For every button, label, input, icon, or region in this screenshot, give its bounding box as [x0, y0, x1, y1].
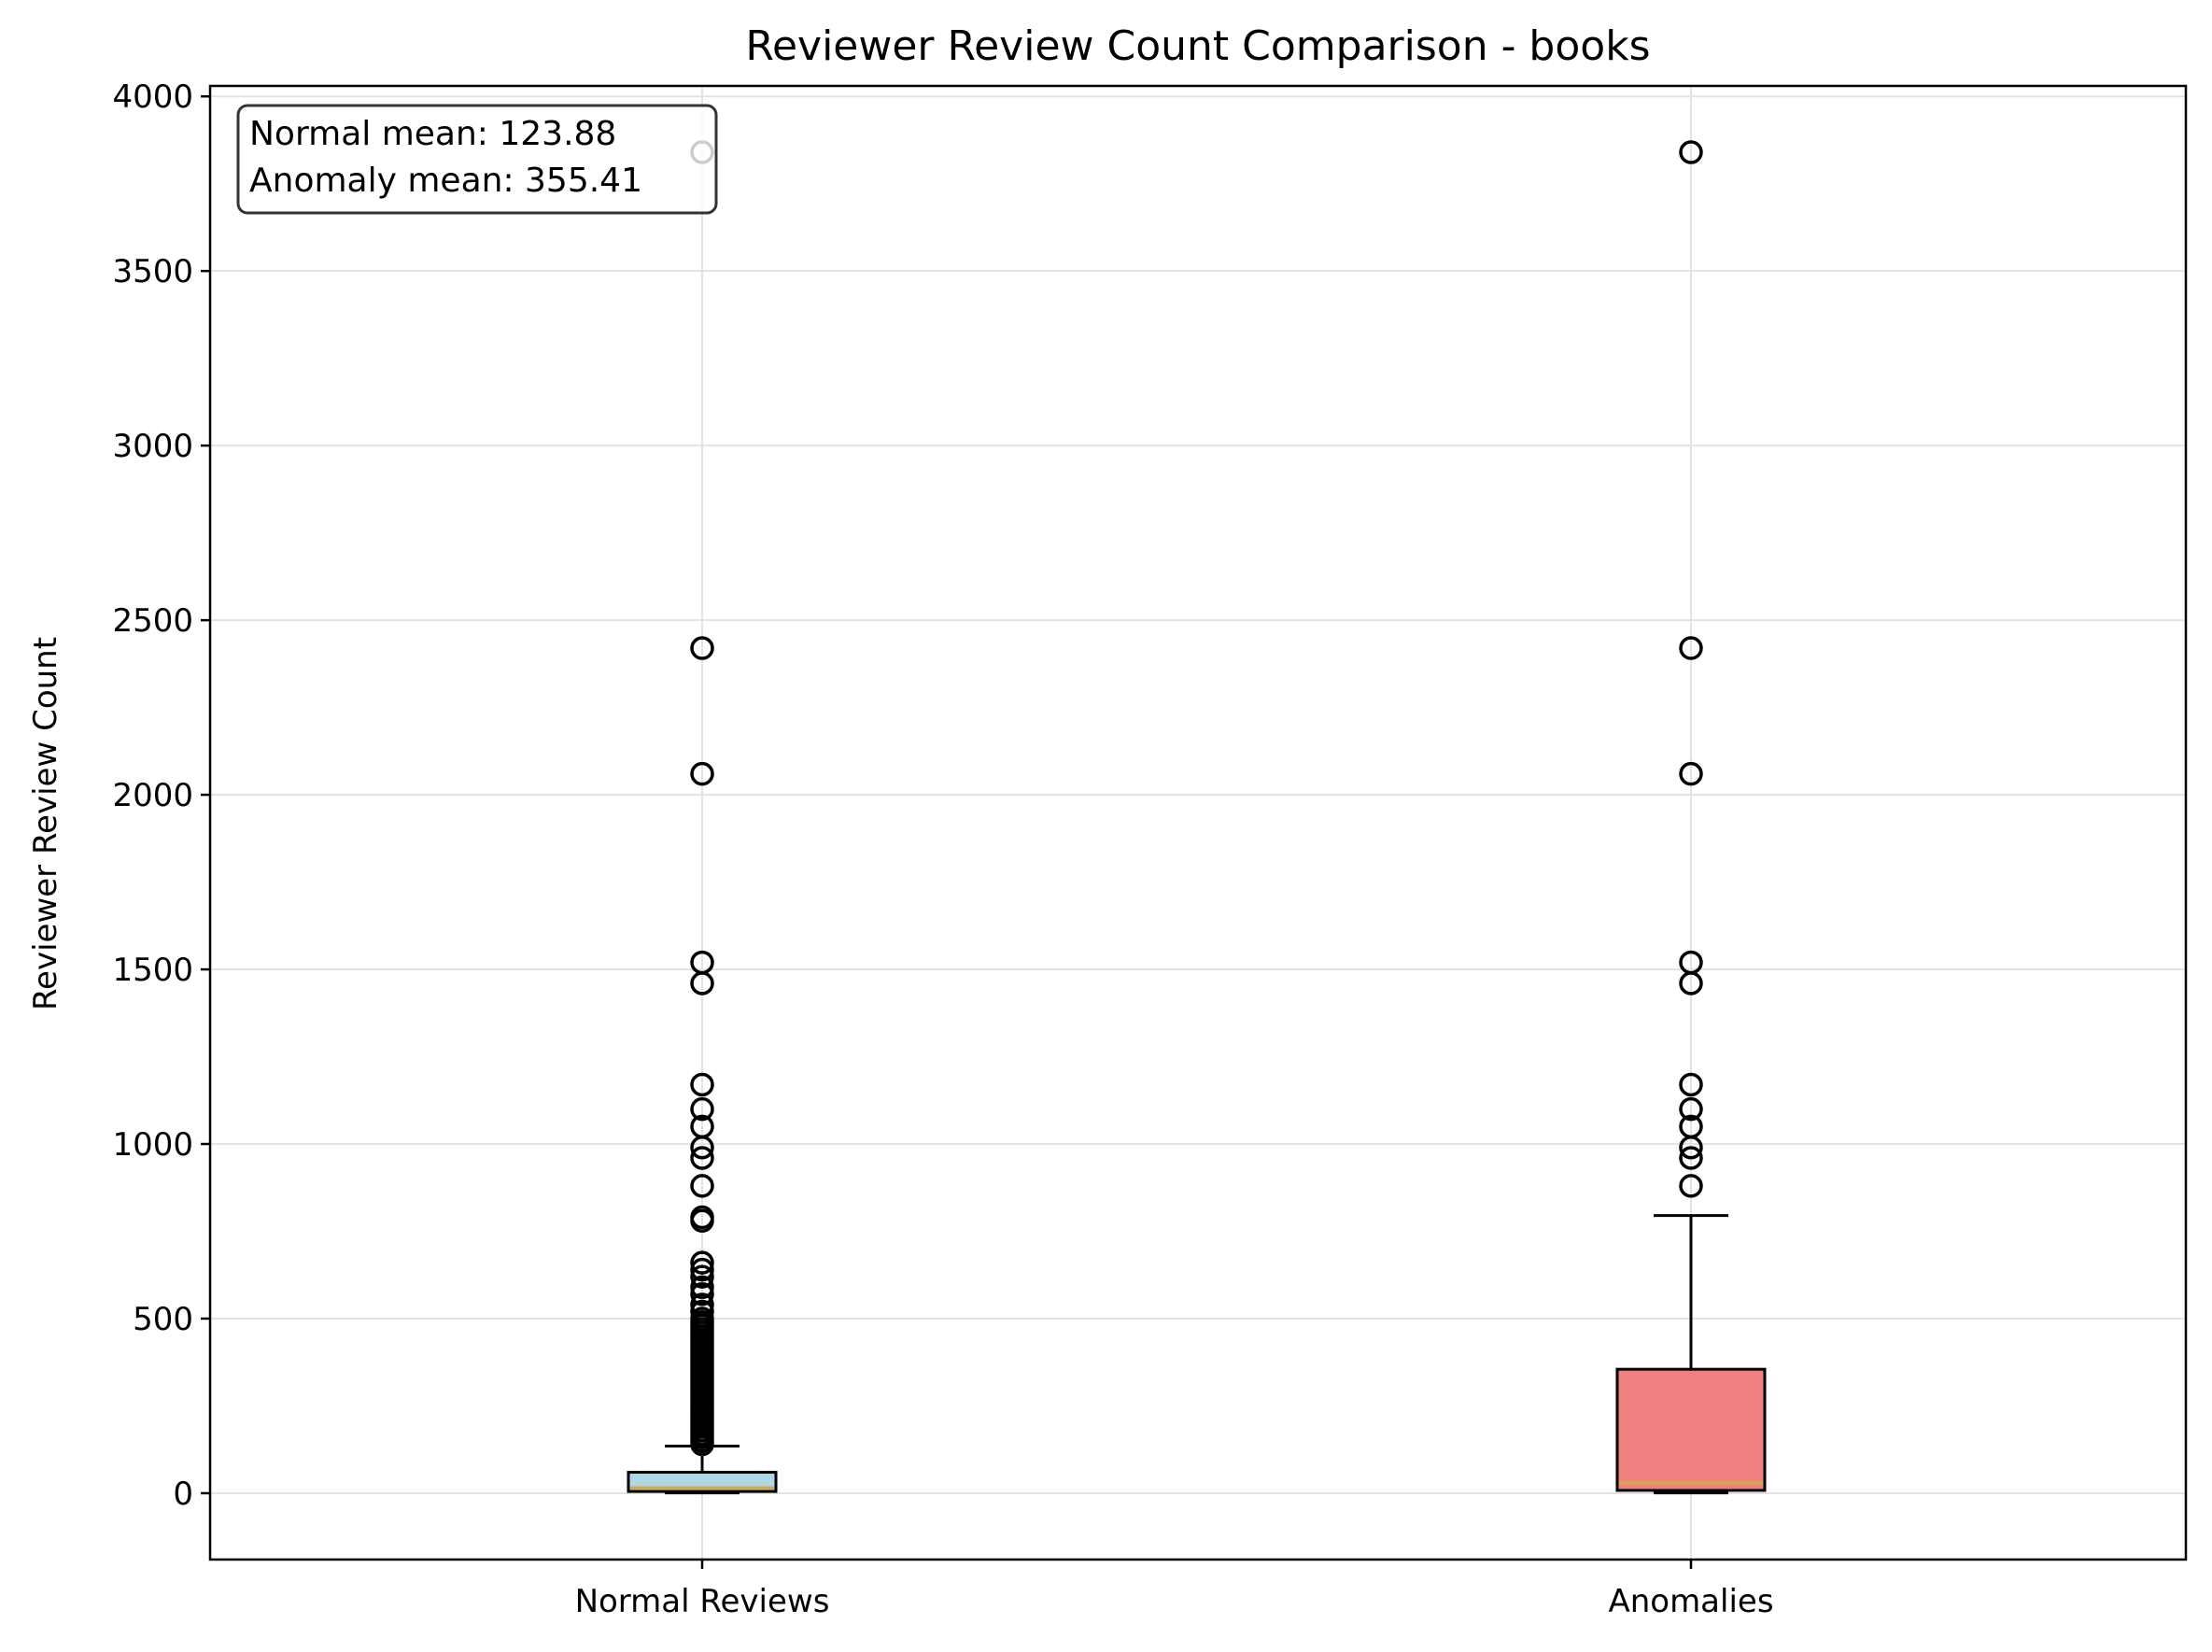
box-group [1615, 140, 1767, 1495]
chart-title: Reviewer Review Count Comparison - books [745, 22, 1650, 70]
x-tick-label: Normal Reviews [575, 1583, 830, 1620]
y-tick-label: 1500 [112, 952, 193, 989]
iqr-box [1615, 1367, 1767, 1492]
outlier-point [690, 1264, 714, 1289]
outlier-point [690, 636, 714, 660]
outlier-point [1679, 1174, 1703, 1198]
stats-annotation: Normal mean: 123.88 Anomaly mean: 355.41 [236, 104, 718, 215]
y-tick-label: 1000 [112, 1126, 193, 1164]
outlier-point [690, 950, 714, 975]
normal-mean-text: Normal mean: 123.88 [249, 115, 616, 153]
axis-ticks: 0 500 1000 1500 2000 2500 3000 3500 4000 Normal R… [112, 78, 1773, 1620]
y-tick-label: 0 [173, 1476, 193, 1513]
plot-area-frame [208, 84, 2188, 1561]
outlier-point [690, 1205, 714, 1230]
y-tick-label: 2500 [112, 602, 193, 640]
stats-annotation-box [236, 104, 718, 215]
outlier-point [1679, 1146, 1703, 1170]
outlier-point [690, 1275, 714, 1300]
outlier-point [690, 761, 714, 786]
outlier-point [690, 1299, 714, 1324]
outlier-point [690, 1072, 714, 1097]
outlier-point [1679, 636, 1703, 660]
outlier-point [1679, 761, 1703, 786]
box-group [627, 140, 778, 1495]
outlier-point [1679, 140, 1703, 164]
outlier-point [690, 1250, 714, 1275]
outlier-point [690, 1096, 714, 1122]
outlier-point [1679, 1096, 1703, 1122]
outlier-point [1679, 1072, 1703, 1097]
outlier-point [1679, 950, 1703, 975]
grid-lines [210, 86, 2186, 1560]
y-tick-label: 500 [133, 1301, 193, 1338]
outlier-point [690, 1282, 714, 1306]
x-tick-label: Anomalies [1608, 1583, 1773, 1620]
y-tick-label: 4000 [112, 78, 193, 116]
outlier-point [1679, 1114, 1703, 1139]
box-plot-series [627, 140, 1767, 1495]
outlier-point [690, 1114, 714, 1139]
y-axis-label: Reviewer Review Count [27, 637, 64, 1010]
outlier-point [690, 1292, 714, 1317]
anomaly-mean-text: Anomaly mean: 355.41 [249, 162, 642, 200]
y-tick-label: 2000 [112, 777, 193, 814]
y-tick-label: 3000 [112, 428, 193, 465]
outlier-point [690, 1146, 714, 1170]
outlier-point [690, 1306, 714, 1331]
y-tick-label: 3500 [112, 253, 193, 290]
outlier-point [690, 1257, 714, 1282]
outlier-point [690, 1174, 714, 1198]
